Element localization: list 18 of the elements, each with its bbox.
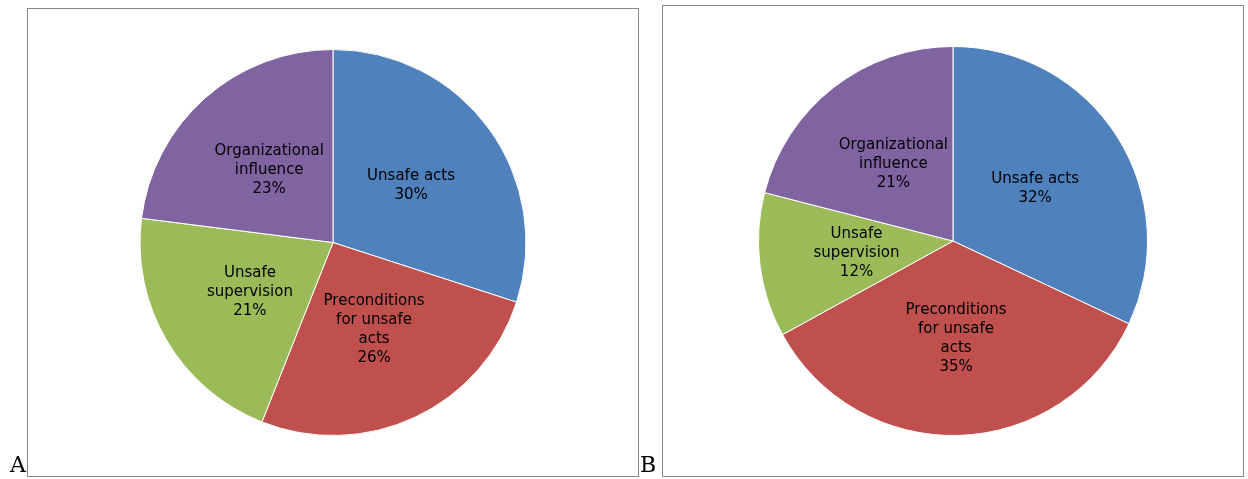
text: B	[640, 452, 657, 477]
data-label: 21%	[233, 300, 267, 319]
data-label: 32%	[1018, 188, 1052, 207]
data-label: 30%	[394, 185, 428, 204]
text: A	[10, 452, 26, 477]
slice-label: Organizational influence	[838, 135, 949, 173]
data-label: 35%	[939, 356, 973, 375]
data-label: 12%	[839, 262, 874, 281]
slice-label: Unsafe supervision	[206, 262, 293, 300]
slice-label: Unsafe supervision	[813, 224, 900, 262]
data-label: 21%	[876, 173, 911, 192]
slice-label: Organizational influence	[214, 141, 324, 178]
slice-label: Unsafe acts	[367, 166, 456, 185]
data-label: 23%	[252, 179, 286, 197]
data-label: 26%	[357, 348, 391, 367]
slice-label: Preconditions for unsafe acts	[323, 291, 425, 348]
slice-label: Unsafe acts	[991, 169, 1080, 188]
slice-label: Preconditions for unsafe acts	[905, 299, 1007, 356]
